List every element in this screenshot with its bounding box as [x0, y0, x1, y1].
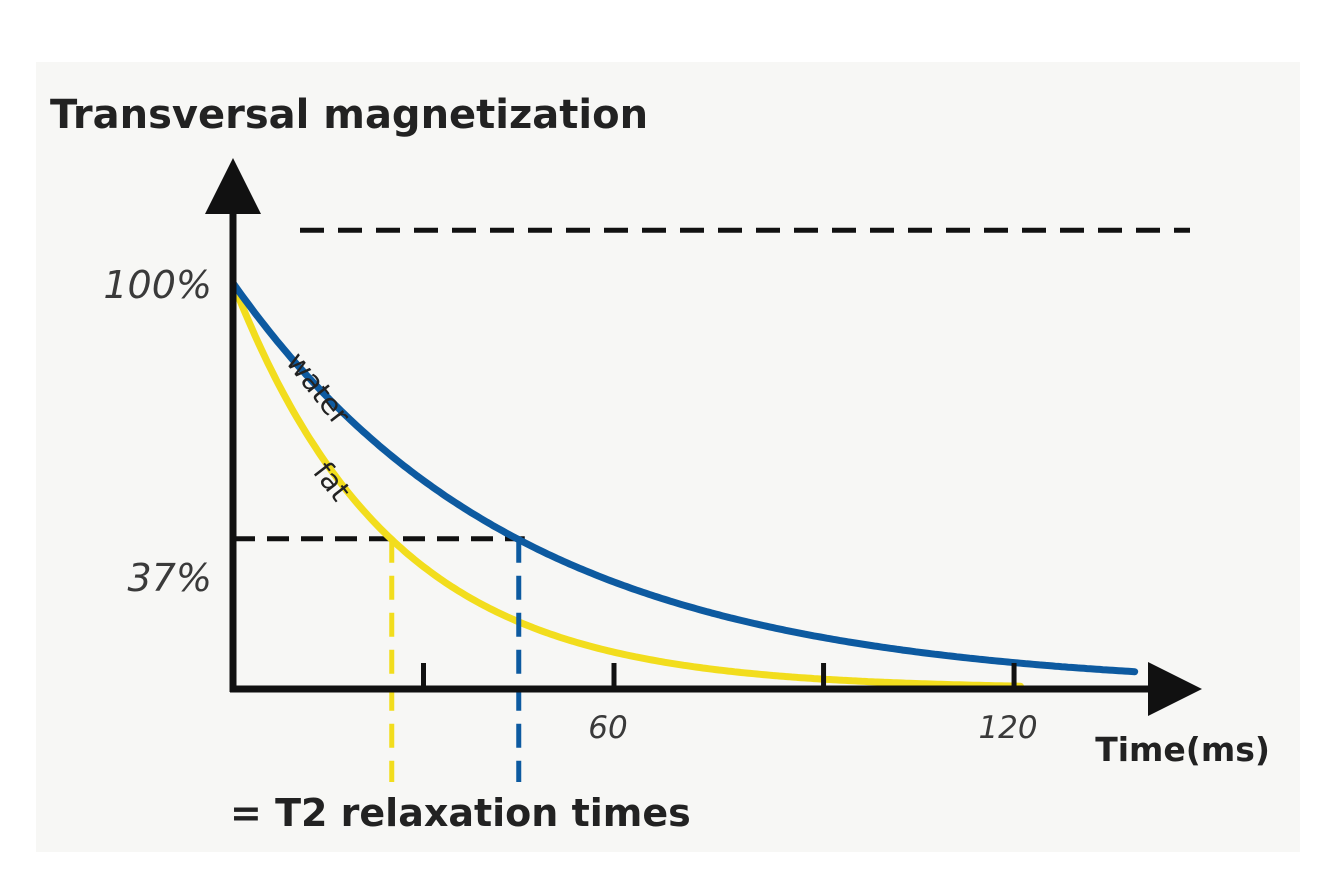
y-axis-arrowhead — [205, 158, 261, 214]
x-axis-arrowhead — [1148, 662, 1202, 716]
y-tick-label-37: 37% — [128, 556, 212, 600]
axes — [205, 158, 1202, 716]
fat-decay-curve — [229, 279, 1024, 690]
x-tick-label-60: 60 — [588, 710, 627, 746]
x-ticks — [421, 663, 1017, 689]
x-tick-label-120: 120 — [978, 710, 1037, 746]
t2-relaxation-note: = T2 relaxation times — [230, 791, 691, 835]
y-axis-title: Transversal magnetization — [50, 92, 648, 138]
water-decay-curve — [229, 279, 1139, 676]
y-tick-label-100: 100% — [103, 263, 212, 307]
water-curve-label: water — [279, 345, 357, 431]
x-axis-title: Time(ms) — [1095, 730, 1270, 769]
